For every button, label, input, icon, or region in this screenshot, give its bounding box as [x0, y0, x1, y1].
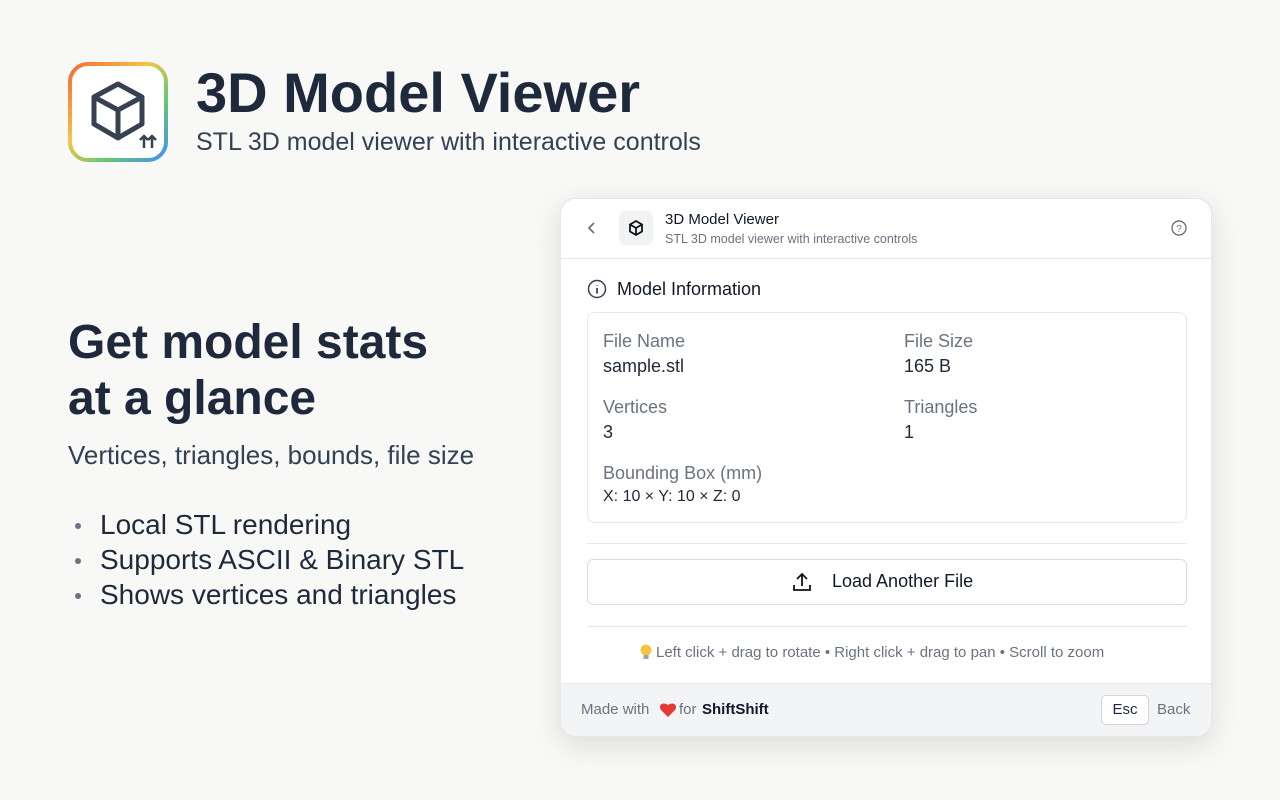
- field-value: 3: [603, 422, 614, 442]
- info-card: [587, 312, 1187, 523]
- headline: Get model stats: [68, 316, 429, 369]
- footer-brand: ShiftShift: [702, 701, 769, 718]
- divider: [587, 626, 1187, 627]
- field-value: X: 10 × Y: 10 × Z: 0: [603, 488, 741, 505]
- upload-icon: [793, 572, 811, 591]
- back-button[interactable]: [583, 219, 599, 237]
- divider: [561, 258, 1211, 259]
- heart-icon: [659, 703, 677, 717]
- panel-logo: [619, 211, 653, 245]
- divider: [587, 543, 1187, 544]
- load-file-button[interactable]: [587, 559, 1187, 605]
- subhead: Vertices, triangles, bounds, file size: [68, 440, 475, 470]
- panel-subtitle: STL 3D model viewer with interactive con…: [665, 232, 918, 246]
- esc-key[interactable]: Esc: [1101, 695, 1149, 725]
- footer-for: for: [679, 701, 697, 718]
- hint: Left click + drag to rotate • Right clic…: [656, 644, 1105, 661]
- app-title: 3D Model Viewer: [196, 61, 641, 124]
- panel: 3D Model Viewer STL 3D model viewer with…: [560, 198, 1212, 737]
- help-button[interactable]: ?: [1170, 219, 1188, 237]
- bullet-text: Shows vertices and triangles: [100, 579, 457, 610]
- back-label: Back: [1157, 701, 1191, 718]
- bulb-icon: [640, 644, 652, 659]
- field-label: File Name: [603, 331, 686, 351]
- field-label: Bounding Box (mm): [603, 463, 763, 483]
- field-label: Triangles: [904, 397, 978, 417]
- panel-title: 3D Model Viewer: [665, 211, 779, 228]
- headline: at a glance: [68, 372, 317, 425]
- app-subtitle: STL 3D model viewer with interactive con…: [196, 128, 701, 156]
- bullet-dot: [75, 558, 81, 564]
- bullet-dot: [75, 593, 81, 599]
- info-icon: [587, 279, 607, 299]
- field-value: sample.stl: [603, 356, 685, 376]
- load-file-label: Load Another File: [832, 571, 974, 591]
- bullet-text: Supports ASCII & Binary STL: [100, 544, 465, 575]
- section-title: Model Information: [617, 279, 762, 299]
- field-label: File Size: [904, 331, 974, 351]
- footer-made: Made with: [581, 701, 650, 718]
- bullet-dot: [75, 523, 81, 529]
- field-value: 1: [904, 422, 915, 442]
- bullet-text: Local STL rendering: [100, 509, 352, 540]
- app-logo: [68, 62, 168, 162]
- svg-text:?: ?: [1176, 224, 1182, 235]
- field-value: 165 B: [904, 356, 952, 376]
- field-label: Vertices: [603, 397, 668, 417]
